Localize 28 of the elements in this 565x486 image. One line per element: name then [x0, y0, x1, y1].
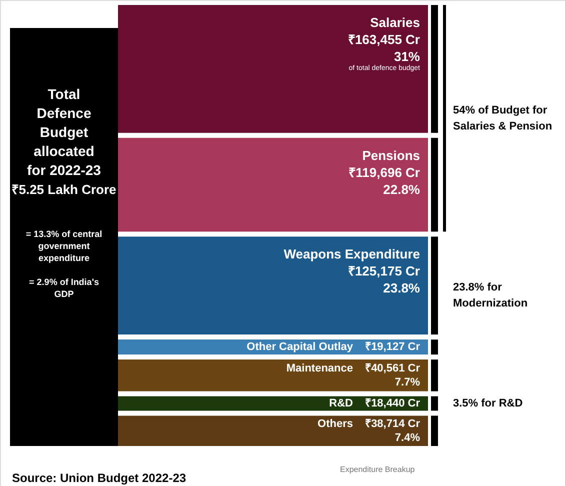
text: Total Defence Budget allocated for 2022-23 [27, 86, 102, 178]
data-label: ₹125,175 Cr [348, 264, 420, 279]
category-label: Weapons Expenditure [284, 246, 420, 262]
data-label: ₹119,696 Cr [348, 164, 420, 180]
data-label: ₹18,440 Cr [365, 397, 421, 410]
category-label: Other Capital Outlay [246, 341, 354, 354]
text: 23.8% [383, 280, 420, 296]
text: 3.5% for R&D [453, 397, 523, 410]
category-label: Maintenance [286, 362, 353, 374]
category-label: Others [318, 418, 353, 430]
text: Expenditure Breakup [340, 465, 416, 474]
source-note: Source: Union Budget 2022-23 [12, 471, 186, 485]
text: 31% [394, 49, 420, 64]
text: 54% of Budget for Salaries & Pension [453, 104, 552, 132]
category-label: Salaries [370, 15, 420, 30]
data-label: ₹19,127 Cr [365, 341, 421, 354]
text: ₹5.25 Lakh Crore [12, 182, 116, 197]
text: 7.4% [394, 432, 420, 444]
data-label: ₹40,561 Cr [365, 362, 421, 374]
text: = 2.9% of India's GDP [29, 277, 99, 299]
text: = 13.3% of central government expenditure [26, 229, 102, 263]
category-label: Pensions [362, 148, 420, 163]
text: 22.8% [383, 182, 420, 197]
text: 7.7% [394, 376, 420, 388]
text: 23.8% for Modernization [453, 282, 528, 310]
category-label: R&D [329, 397, 354, 410]
data-label: ₹38,714 Cr [365, 418, 421, 430]
data-label: ₹163,455 Cr [348, 32, 420, 47]
